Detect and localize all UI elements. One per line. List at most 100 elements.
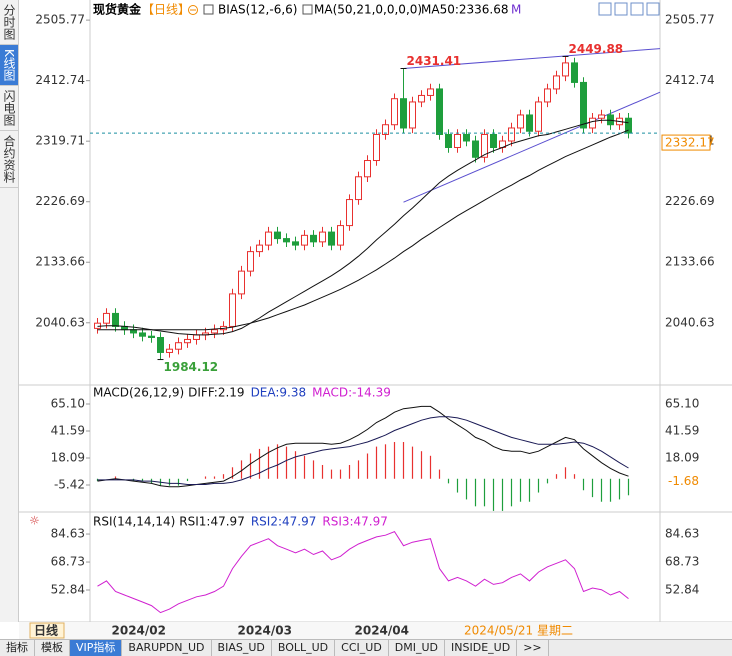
last-price-box	[661, 134, 711, 151]
bottom-tab[interactable]: INSIDE_UD	[445, 640, 518, 656]
annotation: 2431.41	[407, 54, 462, 68]
checkbox[interactable]	[302, 4, 313, 15]
candle-body	[238, 270, 245, 295]
legend-item: DEA:9.38	[251, 386, 307, 400]
macd-current: -1.68	[668, 474, 699, 488]
y-tick-label-right: 52.84	[665, 583, 699, 597]
candle-body	[373, 133, 380, 162]
candle-body	[139, 332, 146, 337]
y-tick-label-right: 2412.74	[665, 73, 715, 87]
checkbox[interactable]	[203, 4, 214, 15]
y-tick-label: 2133.66	[35, 255, 85, 269]
period[interactable]: 【日线】	[142, 3, 190, 17]
tool-icon[interactable]	[630, 2, 644, 16]
candle-body	[283, 238, 290, 243]
candle-body	[409, 101, 416, 129]
y-tick-label: -5.42	[54, 477, 85, 491]
legend-item: RSI3:47.97	[322, 515, 388, 529]
candle-body	[589, 117, 596, 129]
candle-body	[544, 88, 551, 103]
candle-body	[301, 234, 308, 246]
y-tick-label: 2412.74	[35, 73, 85, 87]
side-tab[interactable]: 闪电图	[0, 86, 18, 131]
candle-body	[436, 88, 443, 135]
bottom-tab[interactable]: DMI_UD	[389, 640, 446, 656]
candle-body	[256, 244, 263, 253]
bottom-tab[interactable]: BARUPDN_UD	[122, 640, 212, 656]
candle-body	[427, 88, 434, 96]
candle-body	[346, 199, 353, 227]
annotation: 1984.12	[164, 360, 219, 374]
period-box[interactable]	[29, 622, 65, 639]
macd-line	[97, 405, 629, 488]
candle-body	[364, 160, 371, 178]
candle-body	[517, 114, 524, 129]
y-tick-label-right: 65.10	[665, 397, 699, 411]
bottom-tab[interactable]: >>	[517, 640, 549, 656]
trendline	[403, 91, 661, 203]
footer-period: 日线	[34, 623, 58, 638]
candle-body	[328, 231, 335, 246]
tool-icon[interactable]	[646, 2, 660, 16]
y-tick-label-right: 18.09	[665, 450, 699, 464]
footer-date: 2024/05/21 星期二	[464, 624, 573, 638]
candle-body	[184, 338, 191, 344]
trendline	[403, 48, 661, 69]
candle-body	[526, 114, 533, 132]
candle-body	[211, 329, 218, 334]
panel-title: RSI(14,14,14)	[93, 515, 175, 529]
zoom-icon[interactable]	[188, 5, 198, 15]
side-tab[interactable]: K线图	[0, 45, 18, 86]
candle-body	[571, 62, 578, 83]
y-tick-label: 18.09	[51, 450, 85, 464]
legend-item: DIFF:2.19	[188, 386, 244, 400]
candle-body	[391, 98, 398, 126]
candle-body	[382, 124, 389, 135]
candle-body	[535, 101, 542, 132]
y-tick-label: 2040.63	[35, 315, 85, 329]
ma-m: M	[511, 3, 521, 17]
y-tick-label-right: 84.63	[665, 527, 699, 541]
tool-icon[interactable]	[598, 2, 612, 16]
bottom-tab[interactable]: 模板	[35, 640, 70, 656]
bottom-tab[interactable]: VIP指标	[70, 640, 123, 656]
candle-body	[274, 231, 281, 240]
candle-body	[337, 225, 344, 246]
legend-item: MACD:-14.39	[312, 386, 391, 400]
bottom-tab[interactable]: 指标	[0, 640, 35, 656]
y-tick-label: 2319.71	[35, 134, 85, 148]
candle-body	[553, 75, 560, 90]
candle-body	[193, 334, 200, 340]
y-tick-label: 52.84	[51, 583, 85, 597]
ma-line	[97, 129, 629, 331]
bottom-tab[interactable]: BIAS_UD	[212, 640, 272, 656]
bottom-tab[interactable]: BOLL_UD	[272, 640, 336, 656]
y-tick-label: 84.63	[51, 527, 85, 541]
candle-body	[229, 293, 236, 327]
rsi-icon[interactable]: ☼	[29, 514, 40, 528]
candle-body	[265, 231, 272, 246]
x-tick-label: 2024/03	[238, 624, 292, 638]
symbol: 现货黄金	[93, 2, 142, 17]
candle-body	[472, 140, 479, 158]
candle-body	[580, 81, 587, 129]
candle-body	[490, 133, 497, 148]
y-tick-label: 2505.77	[35, 13, 85, 27]
side-tab[interactable]: 分时图	[0, 0, 18, 45]
rsi-line	[97, 530, 629, 614]
candle-body	[247, 251, 254, 272]
sidebar: 分时图 K线图 闪电图 合约资料	[0, 0, 19, 622]
ma-label: MA(50,21,0,0,0,0)	[314, 3, 422, 17]
tool-icon[interactable]	[614, 2, 628, 16]
y-tick-label: 41.59	[51, 424, 85, 438]
legend-item: RSI2:47.97	[251, 515, 317, 529]
side-tab[interactable]: 合约资料	[0, 131, 18, 188]
candle-body	[598, 114, 605, 119]
y-tick-label-right: 2133.66	[665, 255, 715, 269]
chart: 现货黄金 【日线】 BIAS(12,-6,6) MA(50,21,0,0,0,0…	[19, 0, 732, 639]
bottom-tab[interactable]: CCI_UD	[335, 640, 389, 656]
macd-line	[97, 416, 629, 485]
candle-body	[445, 133, 452, 148]
candle-body	[166, 348, 173, 353]
